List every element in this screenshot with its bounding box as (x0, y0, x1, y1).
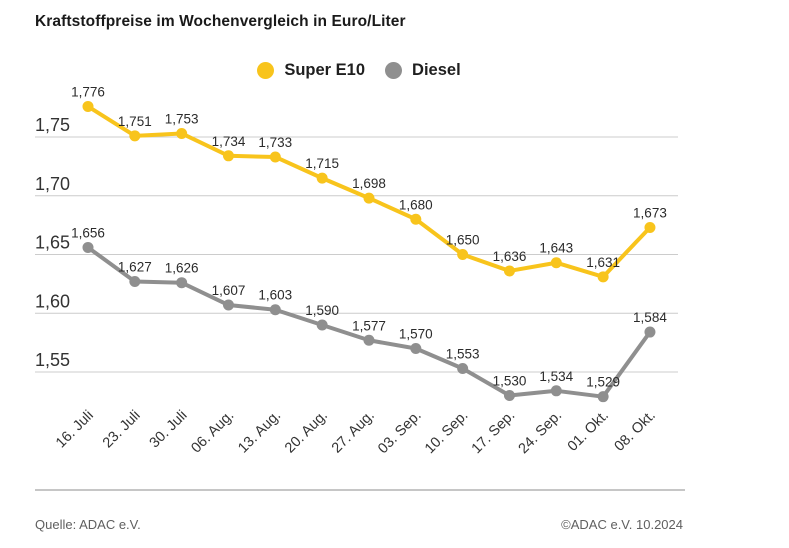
value-label-super-e10: 1,643 (539, 241, 573, 256)
y-axis-tick-label: 1,70 (35, 174, 70, 194)
legend-dot-super-e10-icon (257, 62, 275, 79)
data-point-diesel (176, 277, 188, 289)
value-label-super-e10: 1,698 (352, 176, 386, 191)
value-label-super-e10: 1,631 (586, 255, 620, 270)
data-point-super-e10 (457, 249, 469, 260)
x-axis-tick-label: 24. Sep. (516, 408, 566, 458)
chart-title: Kraftstoffpreise im Wochenvergleich in E… (35, 13, 406, 30)
value-label-super-e10: 1,650 (446, 233, 480, 248)
value-label-super-e10: 1,776 (71, 84, 105, 99)
value-label-diesel: 1,584 (633, 310, 667, 325)
value-label-diesel: 1,530 (493, 374, 527, 389)
value-label-diesel: 1,603 (258, 288, 292, 303)
value-label-diesel: 1,529 (586, 375, 620, 390)
legend-dot-diesel-icon (385, 62, 403, 79)
legend-item-diesel: Diesel (385, 61, 461, 80)
value-label-super-e10: 1,673 (633, 205, 667, 220)
value-label-diesel: 1,607 (212, 283, 246, 298)
value-label-super-e10: 1,715 (305, 156, 339, 171)
x-axis-tick-label: 23. Juli (100, 408, 144, 452)
x-axis-tick-label: 17. Sep. (469, 408, 519, 458)
copyright-note: ©ADAC e.V. 10.2024 (561, 517, 683, 532)
data-point-super-e10 (644, 221, 656, 233)
x-axis-tick-label: 03. Sep. (375, 408, 425, 458)
footer-divider (35, 489, 685, 491)
data-point-diesel (222, 299, 234, 311)
x-axis-tick-label: 13. Aug. (235, 408, 284, 457)
y-axis-tick-label: 1,55 (35, 350, 70, 370)
value-label-diesel: 1,553 (446, 346, 480, 361)
value-label-diesel: 1,590 (305, 303, 339, 318)
x-axis-tick-label: 30. Juli (147, 408, 191, 452)
data-point-super-e10 (410, 213, 422, 225)
data-point-diesel (363, 334, 375, 346)
data-point-super-e10 (269, 151, 281, 163)
data-point-super-e10 (550, 257, 562, 269)
x-axis-tick-label: 27. Aug. (329, 408, 378, 457)
data-point-super-e10 (129, 130, 141, 142)
value-label-super-e10: 1,680 (399, 197, 433, 212)
data-point-diesel (269, 304, 281, 316)
data-point-super-e10 (222, 150, 234, 162)
value-label-super-e10: 1,751 (118, 114, 152, 129)
data-point-diesel (644, 326, 656, 338)
value-label-diesel: 1,626 (165, 261, 199, 276)
y-axis-tick-label: 1,75 (35, 115, 70, 135)
legend-label-diesel: Diesel (412, 61, 461, 79)
data-point-super-e10 (82, 100, 94, 112)
data-point-diesel (503, 390, 515, 401)
data-point-diesel (457, 362, 469, 374)
x-axis-tick-label: 01. Okt. (565, 408, 612, 455)
data-point-super-e10 (363, 192, 375, 204)
y-axis-tick-label: 1,60 (35, 291, 70, 311)
footer: Quelle: ADAC e.V. ©ADAC e.V. 10.2024 (35, 517, 683, 532)
x-axis-tick-label: 16. Juli (53, 408, 97, 452)
data-point-diesel (597, 391, 609, 403)
x-axis-tick-label: 20. Aug. (282, 408, 331, 457)
data-point-super-e10 (597, 271, 609, 283)
data-point-super-e10 (176, 127, 188, 139)
data-point-diesel (316, 319, 328, 331)
value-label-super-e10: 1,636 (493, 249, 527, 264)
data-point-diesel (410, 343, 422, 354)
data-point-super-e10 (316, 172, 328, 184)
value-label-super-e10: 1,753 (165, 111, 199, 126)
legend-label-super-e10: Super E10 (284, 61, 366, 79)
value-label-diesel: 1,577 (352, 318, 386, 333)
data-point-diesel (129, 276, 141, 288)
value-label-diesel: 1,656 (71, 225, 105, 240)
value-label-super-e10: 1,733 (258, 135, 292, 150)
x-axis-tick-label: 10. Sep. (422, 408, 472, 458)
value-label-diesel: 1,534 (539, 369, 573, 384)
data-point-super-e10 (503, 265, 515, 277)
source-note: Quelle: ADAC e.V. (35, 517, 141, 532)
value-label-diesel: 1,627 (118, 260, 152, 275)
y-axis-tick-label: 1,65 (35, 233, 70, 253)
x-axis-tick-label: 06. Aug. (188, 408, 237, 457)
legend-item-super-e10: Super E10 (257, 61, 365, 80)
legend: Super E10 Diesel (35, 61, 683, 80)
value-label-diesel: 1,570 (399, 327, 433, 342)
data-point-diesel (82, 241, 94, 253)
value-label-super-e10: 1,734 (212, 134, 246, 149)
x-axis-tick-label: 08. Okt. (612, 408, 659, 455)
data-point-diesel (550, 385, 562, 397)
